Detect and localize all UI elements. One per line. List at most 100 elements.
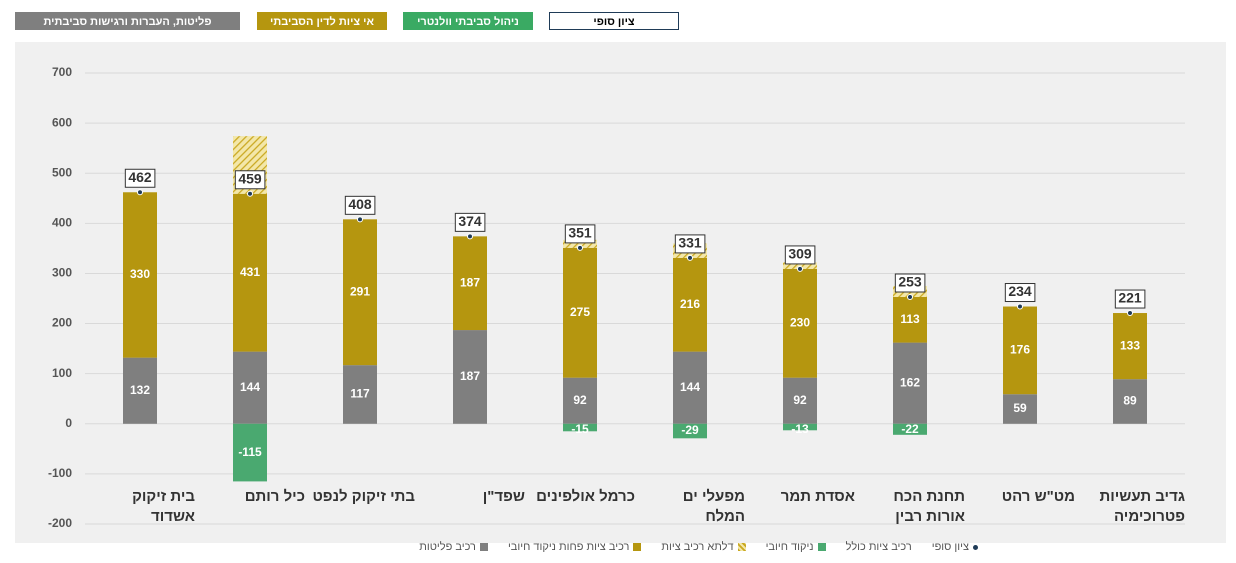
data-label: 291 (350, 284, 370, 298)
legend-swatch (633, 543, 642, 551)
tab[interactable]: ניהול סביבתי וולנטרי (403, 12, 533, 30)
legend-item: רכיב ציות פחות ניקוד חיובי (507, 541, 642, 553)
bar (123, 192, 157, 358)
legend-swatch (479, 543, 488, 551)
label-box (234, 170, 266, 190)
bar (673, 257, 707, 352)
bar (563, 423, 597, 432)
x-tick-label: בית זיקוק אשדוד (132, 488, 195, 525)
bar (1113, 313, 1147, 380)
label-box (1004, 283, 1036, 303)
legend-swatch (817, 543, 826, 551)
data-label: 133 (1120, 338, 1140, 352)
data-label: 330 (130, 267, 150, 281)
legend-label: רכיב ציות פחות ניקוד חיובי (507, 541, 630, 553)
x-tick-label: כיל רותם (244, 488, 305, 505)
data-label: 462 (128, 169, 152, 185)
y-tick-label: -200 (48, 516, 72, 530)
x-tick-label: תחנת הכח אורות רבין (893, 488, 965, 525)
y-tick-label: 200 (52, 316, 72, 330)
bar (453, 330, 487, 424)
y-tick-label: 700 (52, 65, 72, 79)
x-tick-label: בתי זיקוק לנפט (312, 488, 415, 505)
x-tick-label: שפד"ן (482, 488, 525, 505)
label-box (894, 273, 926, 293)
data-label: 117 (350, 387, 370, 401)
legend-item: ניקוד חיובי (766, 541, 826, 553)
legend-item: רכיב ציות כולל (846, 541, 912, 553)
data-label: 309 (788, 246, 812, 262)
data-label: 234 (1008, 283, 1032, 299)
y-tick-label: 0 (65, 416, 72, 430)
bar (893, 296, 927, 343)
legend-label: דלתא רכיב ציות (661, 541, 734, 553)
data-label: 92 (573, 393, 587, 407)
y-tick-label: 400 (52, 216, 72, 230)
bar (783, 268, 817, 378)
x-tick-label: מט"ש רהט (1001, 488, 1075, 505)
data-label: 331 (678, 235, 702, 251)
tab[interactable]: אי ציות לדין הסביבתי (257, 12, 387, 30)
legend-item: דלתא רכיב ציות (661, 541, 746, 553)
y-tick-label: 100 (52, 366, 72, 380)
data-label: 113 (900, 312, 920, 326)
x-tick-label: גדיב תעשיות פטרוכימיה (1099, 488, 1185, 525)
data-label: -22 (901, 422, 919, 436)
tab[interactable]: פליטות, העברות ורגישות סביבתית (15, 12, 240, 30)
label-box (344, 195, 376, 215)
data-label: 459 (238, 170, 262, 186)
label-box (1114, 289, 1146, 309)
bar (783, 377, 817, 424)
legend-swatch (737, 543, 746, 551)
legend-swatch (973, 544, 978, 550)
bar (343, 365, 377, 424)
bar (563, 247, 597, 378)
label-box (784, 245, 816, 265)
tab[interactable]: ציון סופי (549, 12, 679, 30)
bar (673, 351, 707, 424)
hatched-bar (563, 239, 597, 248)
x-tick-label: כרמל אולפינים (536, 488, 635, 505)
data-label: 431 (240, 265, 260, 279)
y-tick-label: 600 (52, 115, 72, 129)
data-label: 374 (458, 213, 482, 229)
bar (233, 193, 267, 352)
legend-item: ציון סופי (932, 541, 978, 553)
data-label: 253 (898, 274, 922, 290)
bar (233, 351, 267, 424)
bar (563, 377, 597, 424)
point (1127, 310, 1133, 317)
data-label: 59 (1013, 401, 1027, 415)
data-label: 89 (1123, 394, 1137, 408)
bar (453, 236, 487, 331)
data-label: 275 (570, 305, 590, 319)
legend: ציון סופי רכיב ציות כולל ניקוד חיובי דלתא ר… (419, 541, 978, 553)
bar (233, 423, 267, 482)
label-box (674, 234, 706, 254)
data-label: 351 (568, 225, 592, 241)
point (247, 190, 253, 197)
bar (343, 219, 377, 366)
bar (893, 423, 927, 435)
data-label: 162 (900, 375, 920, 389)
point (1017, 303, 1023, 310)
bar (893, 342, 927, 424)
bar (123, 357, 157, 424)
legend-label: רכיב פליטות (419, 541, 476, 553)
bar (1003, 394, 1037, 424)
data-label: 408 (348, 196, 372, 212)
bar (1113, 379, 1147, 424)
bar (783, 423, 817, 431)
data-label: 176 (1010, 343, 1030, 357)
y-tick-label: -100 (48, 466, 72, 480)
data-label: -29 (681, 423, 699, 437)
point (357, 216, 363, 223)
data-label: 230 (790, 315, 810, 329)
plot-background (15, 42, 1226, 543)
bar (673, 423, 707, 439)
y-tick-label: 300 (52, 266, 72, 280)
data-label: 92 (793, 393, 807, 407)
legend-label: רכיב ציות כולל (845, 541, 912, 553)
x-tick-label: מפעלי ים המלח (682, 488, 745, 525)
